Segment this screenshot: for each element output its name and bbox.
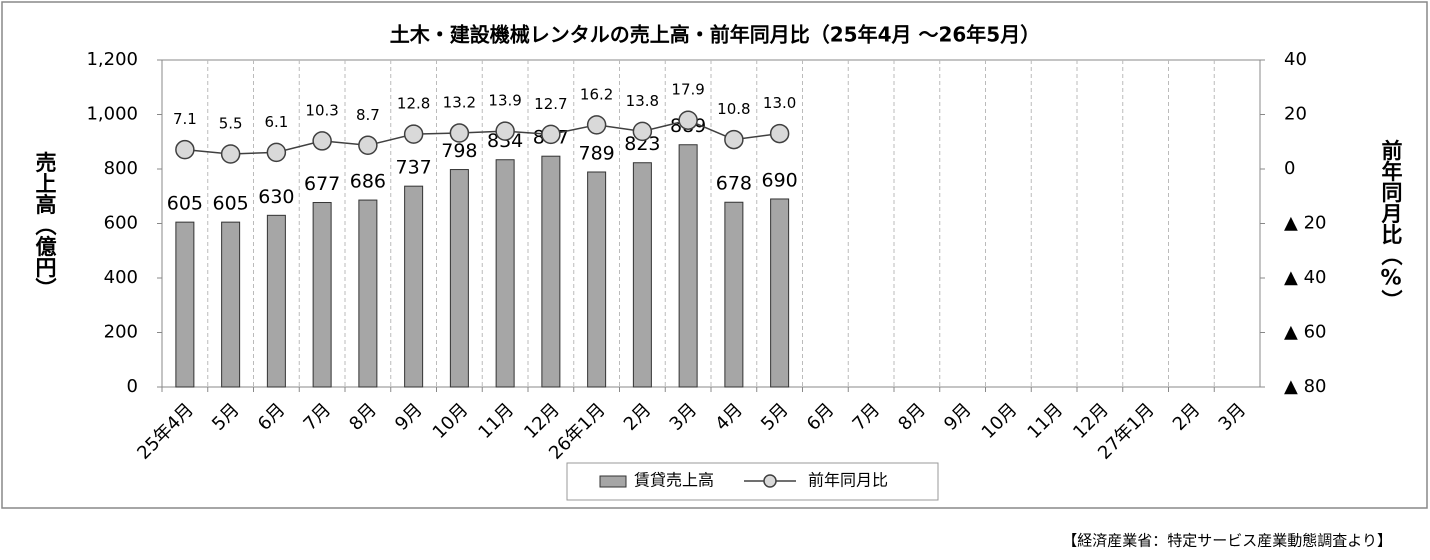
bar <box>358 199 378 388</box>
bar <box>175 221 195 388</box>
y2-axis-title: 前年同月比（%） <box>1379 139 1404 311</box>
bar-value-label: 686 <box>350 171 386 193</box>
line-marker <box>358 135 378 156</box>
bar-value-label: 605 <box>212 193 248 215</box>
y-tick-label: 200 <box>104 322 138 343</box>
line-value-label: 12.7 <box>534 95 567 113</box>
bar-value-label: 789 <box>578 142 614 164</box>
y-tick-label: 400 <box>104 267 138 288</box>
y2-tick-label: ▲ 20 <box>1284 213 1326 234</box>
source-note: 【経済産業省：特定サービス産業動態調査より】 <box>1062 532 1392 550</box>
line-marker <box>678 110 698 130</box>
bar <box>541 155 561 388</box>
bar <box>221 221 241 388</box>
line-value-label: 17.9 <box>671 81 704 99</box>
line-value-label: 10.8 <box>717 100 750 118</box>
line-value-label: 16.2 <box>580 85 613 103</box>
bar-value-label: 798 <box>441 140 477 162</box>
line-marker <box>266 142 287 163</box>
line-value-label: 13.9 <box>488 92 521 110</box>
bar <box>449 169 469 388</box>
bar <box>724 201 744 388</box>
bar-value-label: 678 <box>716 173 752 195</box>
bar-value-label: 737 <box>395 157 431 179</box>
line-marker <box>724 129 744 150</box>
y-tick-label: 0 <box>127 376 138 397</box>
legend-marker <box>763 474 777 488</box>
line-marker <box>769 123 790 144</box>
y-tick-label: 800 <box>104 158 138 179</box>
y-tick-label: 1,000 <box>86 104 138 125</box>
y2-tick-label: 40 <box>1284 49 1307 70</box>
bar-value-label: 690 <box>761 169 797 191</box>
bar <box>678 144 698 388</box>
line-marker <box>220 144 241 164</box>
legend-swatch <box>599 475 627 488</box>
y2-tick-label: 0 <box>1284 158 1295 179</box>
line-marker <box>312 131 332 151</box>
line-value-label: 13.8 <box>626 92 659 110</box>
line-marker <box>403 124 424 144</box>
line-value-label: 6.1 <box>264 113 288 131</box>
y-tick-label: 1,200 <box>86 49 138 70</box>
y2-tick-label: ▲ 60 <box>1284 322 1326 343</box>
bar <box>770 198 790 388</box>
bar <box>632 162 652 388</box>
bar <box>312 202 332 388</box>
line-value-label: 12.8 <box>397 95 430 113</box>
line-marker <box>175 139 195 160</box>
bar <box>587 171 607 388</box>
bar-value-label: 605 <box>167 193 203 215</box>
bar-value-label: 677 <box>304 173 340 195</box>
y2-tick-label: 20 <box>1284 104 1307 125</box>
chart-frame <box>1 1 1428 509</box>
bar-value-label: 823 <box>624 133 660 155</box>
bar <box>404 185 424 388</box>
bar-value-label: 630 <box>258 186 294 208</box>
line-marker <box>632 121 653 142</box>
line-value-label: 5.5 <box>219 115 243 133</box>
bar <box>266 214 286 388</box>
legend-label: 賃貸売上高 <box>634 471 714 490</box>
line-marker <box>449 123 470 143</box>
line-marker <box>586 115 607 135</box>
line-value-label: 10.3 <box>305 101 338 119</box>
line-marker <box>495 121 515 141</box>
line-value-label: 13.0 <box>763 94 796 112</box>
legend-label: 前年同月比 <box>808 471 888 490</box>
y-axis-title: 売上高（億円） <box>33 152 57 299</box>
y2-tick-label: ▲ 80 <box>1284 376 1326 397</box>
line-value-label: 7.1 <box>173 110 197 128</box>
line-value-label: 13.2 <box>443 94 476 112</box>
bar-value-label: 834 <box>487 130 523 152</box>
line-marker <box>541 124 561 145</box>
chart-title: 土木・建設機械レンタルの売上高・前年同月比（25年4月 ～26年5月） <box>390 23 1040 47</box>
y-tick-label: 600 <box>104 213 138 234</box>
line-value-label: 8.7 <box>356 106 380 124</box>
bar <box>495 159 515 388</box>
y2-tick-label: ▲ 40 <box>1284 267 1326 288</box>
